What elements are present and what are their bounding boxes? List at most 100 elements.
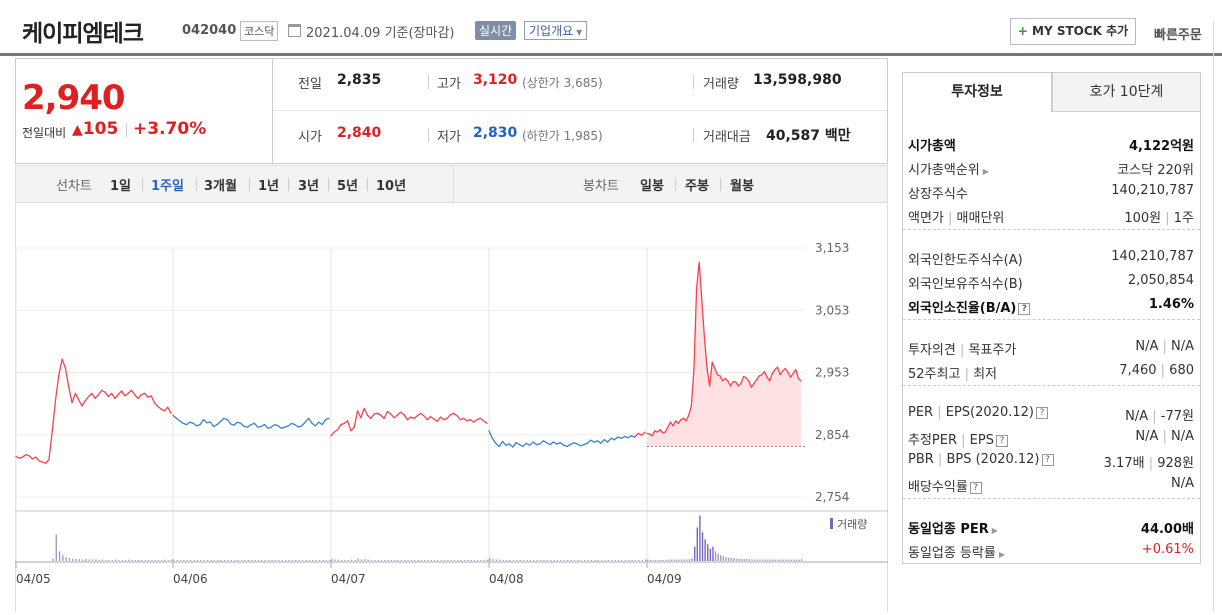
volume-bar xyxy=(357,558,359,561)
volume-bar xyxy=(795,559,798,561)
price-segment xyxy=(263,423,269,430)
price-segment xyxy=(771,369,776,375)
price-segment xyxy=(690,367,695,407)
x-tick-label: 04/05 xyxy=(16,572,51,586)
volume-bar xyxy=(487,559,489,561)
price-segment xyxy=(453,412,458,417)
info-value-text: 100원 xyxy=(1124,211,1162,226)
realtime-badge[interactable]: 실시간 xyxy=(475,21,517,40)
info-label-text: EPS(2020.12) xyxy=(945,405,1034,420)
price-segment xyxy=(469,418,475,423)
high-label: 고가 xyxy=(437,77,461,92)
price-segment xyxy=(314,421,320,427)
tab-investment-info[interactable]: 투자정보 xyxy=(902,72,1052,112)
volume-bar xyxy=(118,560,120,561)
info-label-text: 외국인보유주식수(B) xyxy=(908,277,1023,292)
volume-bar xyxy=(533,560,535,561)
volume-bar xyxy=(460,560,462,561)
price-segment xyxy=(769,372,773,382)
volume-bar xyxy=(730,558,732,561)
period-tab-1w[interactable]: 1주일 xyxy=(151,179,184,194)
price-segment xyxy=(714,367,719,376)
volume-bar xyxy=(691,558,693,561)
caret-down-icon: ▼ xyxy=(576,28,583,37)
volume-bar xyxy=(443,560,446,561)
price-segment xyxy=(787,371,792,378)
volume-bar xyxy=(183,560,185,561)
volume-bar xyxy=(430,560,432,561)
volume-bar xyxy=(81,559,84,561)
price-chart[interactable]: 3,153 3,053 2,953 2,854 2,754 거래량 04/05 04/06 04… xyxy=(15,204,888,612)
volume-bar xyxy=(128,559,130,561)
period-tab-1y[interactable]: 1년 xyxy=(258,179,280,194)
help-icon[interactable]: ? xyxy=(995,434,1008,447)
quick-order-link[interactable]: 빠른주문 xyxy=(1154,28,1202,43)
stock-code: 042040 xyxy=(182,23,237,38)
period-tab-10y[interactable]: 10년 xyxy=(376,179,407,194)
period-tab-3m[interactable]: 3개월 xyxy=(204,179,237,194)
volume-bar xyxy=(410,560,413,561)
mystock-add-button[interactable]: + MY STOCK 추가 xyxy=(1010,18,1136,45)
help-icon[interactable]: ? xyxy=(969,481,982,494)
volume-bar xyxy=(733,558,735,561)
info-label[interactable]: 동일업종 등락률 ▶ xyxy=(908,542,1005,561)
volume-bar xyxy=(738,558,740,561)
price-segment xyxy=(763,370,768,378)
price-segment xyxy=(501,440,507,446)
info-value-text: N/A xyxy=(1125,409,1149,424)
company-overview-dropdown[interactable]: 기업개요 ▼ xyxy=(524,21,588,40)
candle-tab-daily[interactable]: 일봉 xyxy=(640,179,664,194)
price-segment xyxy=(406,416,412,421)
volume-bar xyxy=(105,560,107,561)
period-tab-3y[interactable]: 3년 xyxy=(298,179,320,194)
volume-bar xyxy=(350,559,353,561)
volume-bar xyxy=(111,560,114,561)
price-segment xyxy=(613,436,619,441)
volume-bar xyxy=(686,559,688,561)
volume-bar xyxy=(509,560,511,561)
price-segment xyxy=(363,407,369,416)
prev-close-value: 2,835 xyxy=(337,72,382,88)
price-segment xyxy=(64,367,70,388)
low-label: 저가 xyxy=(437,130,461,145)
candle-chart-label: 봉차트 xyxy=(583,179,619,194)
volume-bar xyxy=(176,560,178,561)
low-value: 2,830 xyxy=(473,125,518,141)
trade-amount-number: 40,587 xyxy=(766,128,821,144)
volume-bar xyxy=(553,560,555,561)
info-label: 배당수익률? xyxy=(908,476,982,495)
volume-bar xyxy=(688,559,691,561)
volume-bar xyxy=(217,560,219,561)
price-segment xyxy=(719,375,724,382)
help-icon[interactable]: ? xyxy=(1035,406,1048,419)
price-segment xyxy=(246,423,252,428)
price-segment xyxy=(61,358,67,370)
price-segment xyxy=(54,374,60,401)
help-icon[interactable]: ? xyxy=(1041,453,1054,466)
volume-bar xyxy=(607,560,610,561)
price-segment xyxy=(456,415,462,421)
info-value-text: N/A xyxy=(1171,339,1194,354)
candle-tab-weekly[interactable]: 주봉 xyxy=(685,179,709,194)
period-tab-5y[interactable]: 5년 xyxy=(337,179,359,194)
volume-bar xyxy=(108,560,110,561)
help-icon[interactable]: ? xyxy=(1018,302,1031,315)
info-label[interactable]: 시가총액순위 ▶ xyxy=(908,159,989,178)
volume-bar xyxy=(673,559,675,561)
price-segment xyxy=(403,413,408,421)
volume-bar xyxy=(397,560,399,561)
triangle-up-icon: ▲ xyxy=(72,122,83,138)
divider xyxy=(720,178,721,191)
volume-bar xyxy=(641,560,644,561)
info-value: N/A | -77원 xyxy=(1125,405,1194,424)
price-segment xyxy=(685,414,690,422)
price-segment xyxy=(416,412,422,417)
info-label[interactable]: 동일업종 PER ▶ xyxy=(908,518,998,537)
price-segment xyxy=(226,418,232,425)
tab-order-book[interactable]: 호가 10단계 xyxy=(1052,72,1201,112)
candle-tab-monthly[interactable]: 월봉 xyxy=(730,179,754,194)
price-segment xyxy=(127,389,133,395)
period-tab-1d[interactable]: 1일 xyxy=(110,179,132,194)
volume-bar xyxy=(237,560,239,561)
info-label-text: 외국인소진율(B/A) xyxy=(908,301,1017,316)
